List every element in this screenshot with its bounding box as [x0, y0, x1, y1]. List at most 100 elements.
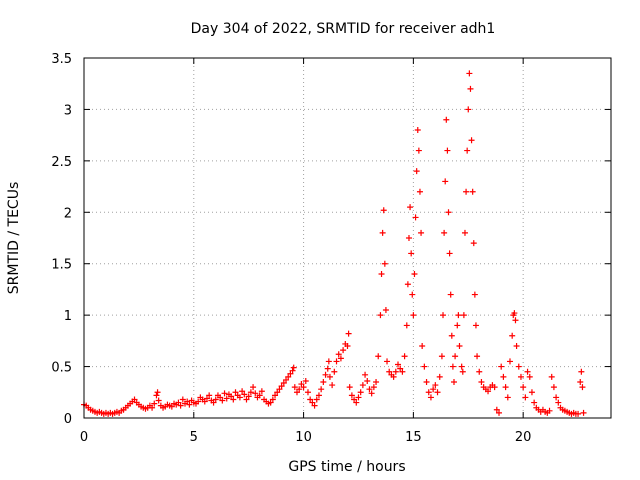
data-point: [511, 310, 518, 317]
x-axis-label: GPS time / hours: [288, 459, 405, 475]
data-point: [577, 379, 584, 385]
data-point: [232, 389, 239, 396]
data-point: [154, 389, 161, 396]
data-point: [513, 343, 520, 349]
data-point: [331, 368, 338, 375]
data-point: [307, 396, 314, 403]
data-point: [441, 229, 448, 236]
data-point: [325, 358, 332, 365]
data-point: [201, 398, 208, 405]
data-point: [309, 399, 316, 406]
data-point: [267, 399, 274, 406]
data-point: [471, 291, 478, 298]
data-point: [219, 397, 226, 404]
x-tick-label: 15: [405, 430, 422, 445]
data-point: [553, 394, 560, 401]
data-point: [241, 391, 248, 398]
data-point: [470, 240, 477, 247]
data-point: [348, 392, 355, 399]
data-point: [395, 361, 402, 368]
data-point: [355, 394, 362, 401]
data-point: [320, 379, 327, 385]
data-point: [291, 384, 298, 391]
data-point: [411, 271, 418, 277]
data-point: [509, 332, 516, 339]
data-point: [379, 229, 386, 236]
data-point: [304, 389, 311, 396]
data-point: [465, 106, 472, 113]
data-point: [512, 317, 519, 324]
data-point: [378, 271, 385, 277]
data-point: [243, 396, 250, 403]
data-point: [430, 386, 437, 393]
data-point: [520, 384, 527, 391]
data-point: [344, 343, 351, 349]
data-point: [203, 395, 210, 402]
data-point: [405, 235, 412, 241]
data-point: [447, 291, 454, 298]
data-point: [546, 407, 553, 414]
data-point: [228, 393, 235, 400]
data-point: [485, 388, 492, 395]
data-point: [445, 209, 452, 216]
data-point: [438, 353, 445, 360]
data-point: [247, 389, 254, 396]
data-point: [245, 393, 252, 400]
data-point: [386, 368, 393, 375]
data-point: [380, 207, 387, 214]
data-point: [283, 376, 290, 383]
data-point: [504, 394, 511, 401]
y-tick-label: 3.5: [51, 52, 72, 67]
data-point: [476, 368, 483, 375]
data-point: [179, 396, 186, 403]
data-point: [351, 396, 358, 403]
data-point: [375, 353, 382, 360]
y-tick-label: 1: [64, 309, 72, 324]
data-point: [469, 188, 476, 195]
data-point: [230, 396, 237, 403]
data-point: [131, 396, 138, 403]
data-point: [177, 402, 184, 409]
data-point: [384, 358, 391, 365]
x-tick-label: 20: [515, 430, 532, 445]
data-point: [463, 188, 470, 195]
data-point: [362, 371, 369, 378]
data-point: [416, 188, 423, 195]
data-point: [392, 368, 399, 375]
data-point: [250, 384, 257, 391]
data-point: [443, 116, 450, 123]
axis-ticks: 0 0.5 1 1.5 2 2.5 3 3.5 0 5 10 15 20: [51, 52, 611, 445]
data-point: [517, 373, 524, 380]
data-point: [419, 343, 426, 349]
data-point: [506, 358, 513, 365]
data-point: [455, 312, 462, 319]
data-point: [502, 384, 509, 391]
data-point: [333, 358, 340, 365]
data-point: [452, 353, 459, 360]
data-point: [210, 399, 217, 406]
data-point: [522, 394, 529, 401]
data-point: [153, 392, 160, 399]
data-point: [298, 381, 305, 388]
data-point: [278, 383, 285, 390]
data-point: [500, 373, 507, 380]
data-point: [206, 392, 213, 399]
data-point: [491, 384, 498, 391]
y-tick-label: 0: [64, 412, 72, 427]
data-point: [454, 322, 461, 329]
data-point: [408, 250, 415, 257]
x-tick-label: 0: [80, 430, 88, 445]
data-point: [236, 394, 243, 401]
data-point: [575, 410, 582, 417]
data-point: [300, 384, 307, 391]
x-tick-label: 5: [190, 430, 198, 445]
data-point: [578, 368, 585, 375]
data-point: [526, 373, 533, 380]
data-point: [410, 312, 417, 319]
data-point: [555, 399, 562, 406]
data-point: [346, 384, 353, 391]
data-point: [461, 229, 468, 236]
data-point: [175, 399, 182, 406]
grid-lines: [84, 58, 611, 418]
data-point: [444, 147, 451, 154]
